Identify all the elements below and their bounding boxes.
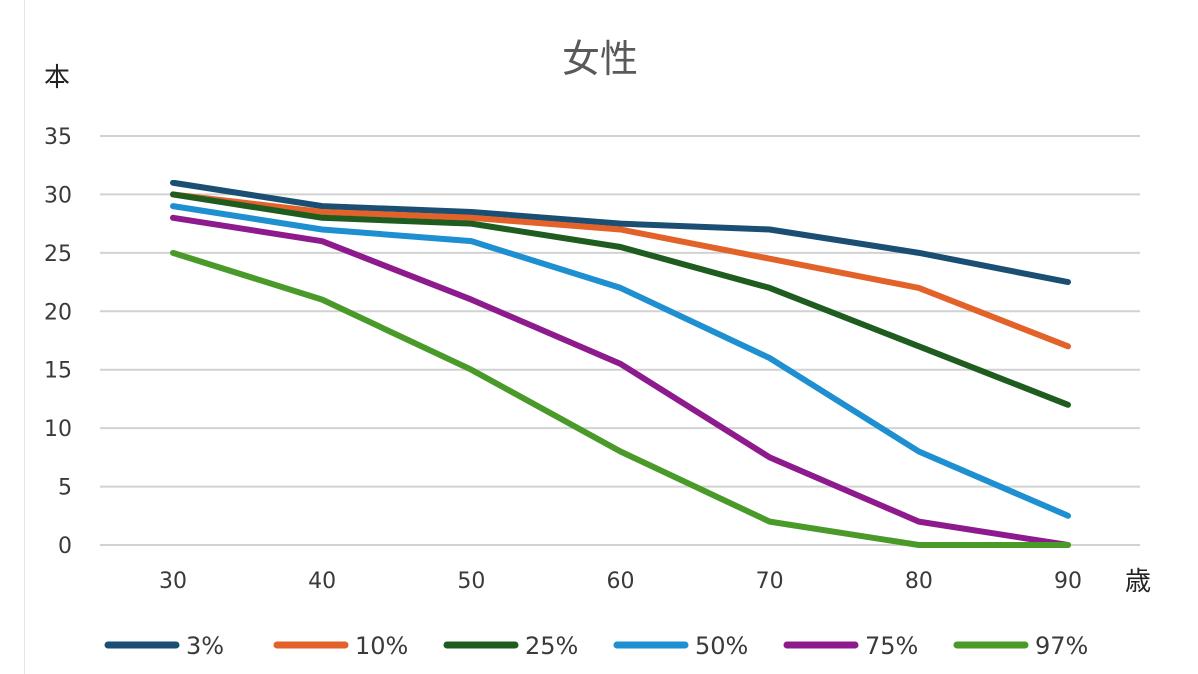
x-axis-unit-label: 歳 xyxy=(1125,567,1151,597)
y-tick-label: 15 xyxy=(44,359,72,384)
chart-title: 女性 xyxy=(562,37,638,81)
legend-label: 50% xyxy=(695,632,748,660)
x-tick-label: 90 xyxy=(1054,569,1082,594)
legend-label: 25% xyxy=(525,632,578,660)
y-tick-label: 30 xyxy=(44,183,72,208)
x-tick-label: 80 xyxy=(905,569,933,594)
x-tick-label: 70 xyxy=(756,569,784,594)
x-tick-label: 40 xyxy=(308,569,336,594)
series-line-6 xyxy=(170,249,1071,548)
x-axis-ticks: 30 40 50 60 70 80 90 xyxy=(159,569,1082,594)
blank-overlay-box xyxy=(145,142,299,180)
series-line-1 xyxy=(170,179,1071,286)
series-line-3 xyxy=(170,191,1071,408)
y-tick-label: 5 xyxy=(58,476,72,501)
series-line-5 xyxy=(170,214,1071,548)
page-edge-rule xyxy=(24,0,25,674)
legend-label: 75% xyxy=(865,632,918,660)
y-tick-label: 20 xyxy=(44,300,72,325)
y-axis-unit-label: 本 xyxy=(44,63,70,93)
y-tick-label: 35 xyxy=(44,125,72,150)
legend-label: 3% xyxy=(186,632,224,660)
y-tick-label: 10 xyxy=(44,417,72,442)
x-tick-label: 30 xyxy=(159,569,187,594)
y-tick-label: 25 xyxy=(44,242,72,267)
y-tick-label: 0 xyxy=(58,534,72,559)
legend-label: 97% xyxy=(1035,632,1088,660)
series-lines xyxy=(170,179,1071,548)
x-tick-label: 60 xyxy=(607,569,635,594)
series-line-4 xyxy=(170,203,1071,519)
series-line-2 xyxy=(170,191,1071,350)
legend: 3% 10% 25% 50% 75% 97% xyxy=(104,632,1088,660)
x-tick-label: 50 xyxy=(457,569,485,594)
y-axis-ticks: 0 5 10 15 20 25 30 35 xyxy=(44,125,72,559)
legend-label: 10% xyxy=(355,632,408,660)
